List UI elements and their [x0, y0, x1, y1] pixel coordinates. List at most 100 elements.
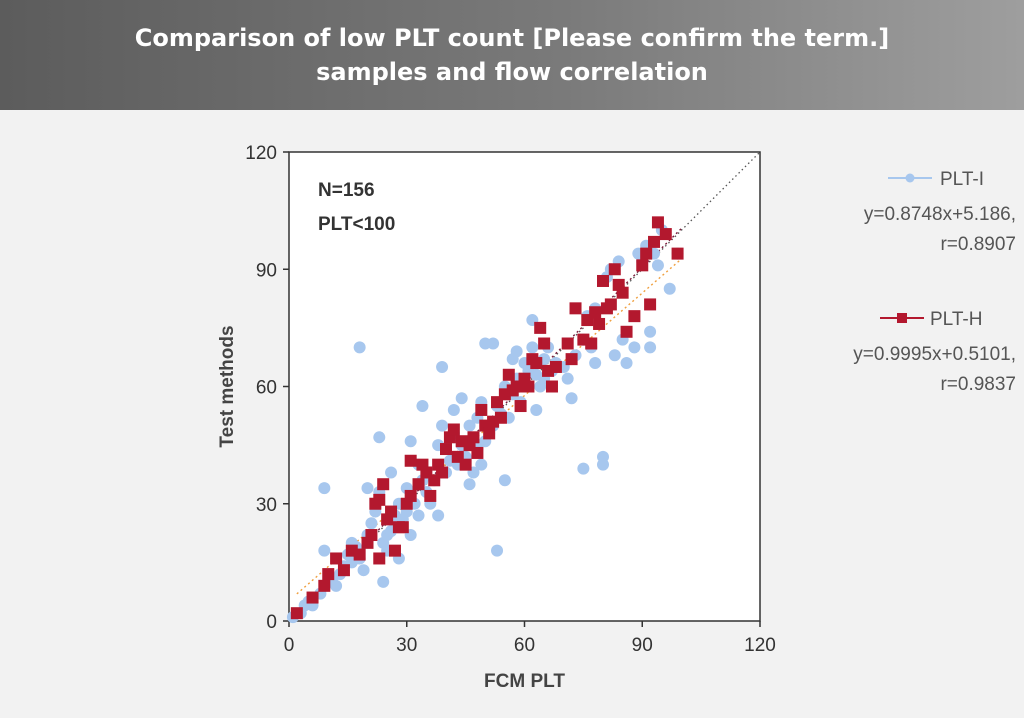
plt-i-point [644, 325, 657, 338]
plt-h-point [373, 493, 386, 506]
plt-i-point [475, 458, 488, 471]
y-axis-label: Test methods [217, 325, 238, 447]
plt-i-point [651, 259, 664, 272]
plt-i-point [357, 564, 370, 577]
plt-i-point [455, 392, 468, 405]
plt-h-point [534, 321, 547, 334]
annotation-plt: PLT<100 [318, 214, 395, 235]
plt-h-point [565, 353, 578, 366]
plt-i-point [330, 579, 343, 592]
plt-h-point [589, 306, 602, 319]
series-plt-h-points [290, 216, 684, 620]
plt-h-point [377, 478, 390, 491]
plt-i-point [644, 341, 657, 354]
plt-h-point [330, 552, 343, 565]
plt-i-point [565, 392, 578, 405]
plt-h-point [530, 357, 543, 370]
plt-h-point [385, 505, 398, 518]
plt-h-point [475, 403, 488, 416]
plt-i-point [365, 517, 378, 530]
annotation-n: N=156 [318, 180, 375, 201]
plt-i-point [663, 282, 676, 295]
plt-i-point [608, 349, 621, 362]
plt-i-point [436, 419, 449, 432]
header-banner: Comparison of low PLT count [Please conf… [0, 0, 1024, 110]
plt-i-point [577, 462, 590, 475]
legend-plt-i-equation: y=0.8748x+5.186, [864, 204, 1016, 225]
y-tick-label: 60 [256, 378, 277, 399]
plt-i-point [589, 357, 602, 370]
plt-h-point [659, 228, 672, 241]
plt-h-point [671, 247, 684, 260]
plt-i-point [463, 478, 476, 491]
plt-i-point [447, 403, 460, 416]
x-tick-label: 90 [632, 635, 653, 656]
x-tick-label: 60 [514, 635, 535, 656]
legend: PLT-I y=0.8748x+5.186, r=0.8907 PLT-H y=… [853, 169, 1016, 395]
x-tick-label: 120 [744, 635, 776, 656]
plt-h-point [404, 489, 417, 502]
plt-h-point [545, 380, 558, 393]
plt-h-point [648, 235, 661, 248]
plt-h-point [644, 298, 657, 311]
plt-h-point [628, 310, 641, 323]
plt-i-point [510, 345, 523, 358]
plt-i-point [385, 466, 398, 479]
legend-plt-i-name: PLT-I [940, 169, 984, 190]
legend-plt-i-r: r=0.8907 [940, 234, 1016, 255]
y-tick-label: 30 [256, 495, 277, 516]
plt-h-point [373, 552, 386, 565]
y-tick-label: 120 [245, 143, 277, 164]
plt-i-point [432, 509, 445, 522]
plt-i-point [597, 458, 609, 471]
plt-h-point [593, 317, 606, 330]
plt-h-point [636, 259, 649, 272]
plt-h-point [608, 263, 621, 276]
plt-i-point [463, 419, 476, 432]
plt-i-point [561, 372, 574, 385]
plt-h-point [640, 247, 653, 260]
plt-i-point [353, 341, 366, 354]
plt-h-point [447, 423, 460, 436]
y-tick-label: 90 [256, 260, 277, 281]
identity-line [288, 151, 761, 622]
plt-h-point [412, 478, 425, 491]
plt-h-point [483, 427, 496, 440]
plt-i-point [491, 544, 504, 557]
plt-h-point [322, 568, 335, 581]
plt-i-point [487, 337, 500, 350]
plt-i-point [620, 357, 633, 370]
plt-h-point [459, 458, 472, 471]
plt-h-point [306, 591, 319, 604]
header-title-line1: Comparison of low PLT count [Please conf… [134, 24, 890, 52]
plt-h-point [436, 466, 449, 479]
y-tick-label: 0 [266, 612, 277, 633]
plt-h-point [396, 521, 409, 534]
plt-i-point [318, 544, 331, 557]
plt-i-point [373, 431, 386, 444]
legend-plt-h-marker [897, 313, 907, 323]
plt-h-point [514, 400, 527, 413]
plt-h-point [318, 579, 331, 592]
legend-plt-h-r: r=0.9837 [940, 374, 1016, 395]
legend-plt-i-marker [905, 173, 915, 183]
plt-h-point [561, 337, 574, 350]
header-title-line2: samples and flow correlation [316, 58, 708, 86]
plt-h-point [467, 431, 480, 444]
x-tick-label: 0 [284, 635, 295, 656]
plt-h-point [502, 368, 515, 381]
plt-i-point [318, 482, 331, 495]
plt-h-point [569, 302, 582, 315]
plt-i-point [416, 400, 429, 413]
axis-ticks: 0 30 60 90 120 0 30 60 90 120 [245, 143, 776, 656]
plt-h-point [597, 274, 609, 287]
plt-h-point [651, 216, 664, 229]
plt-h-point [620, 325, 633, 338]
x-tick-label: 30 [396, 635, 417, 656]
plt-h-point [585, 337, 598, 350]
plt-h-point [365, 529, 378, 542]
plt-i-point [526, 341, 539, 354]
plt-h-point [337, 564, 350, 577]
plt-i-point [530, 403, 543, 416]
legend-plt-h-equation: y=0.9995x+0.5101, [853, 344, 1016, 365]
